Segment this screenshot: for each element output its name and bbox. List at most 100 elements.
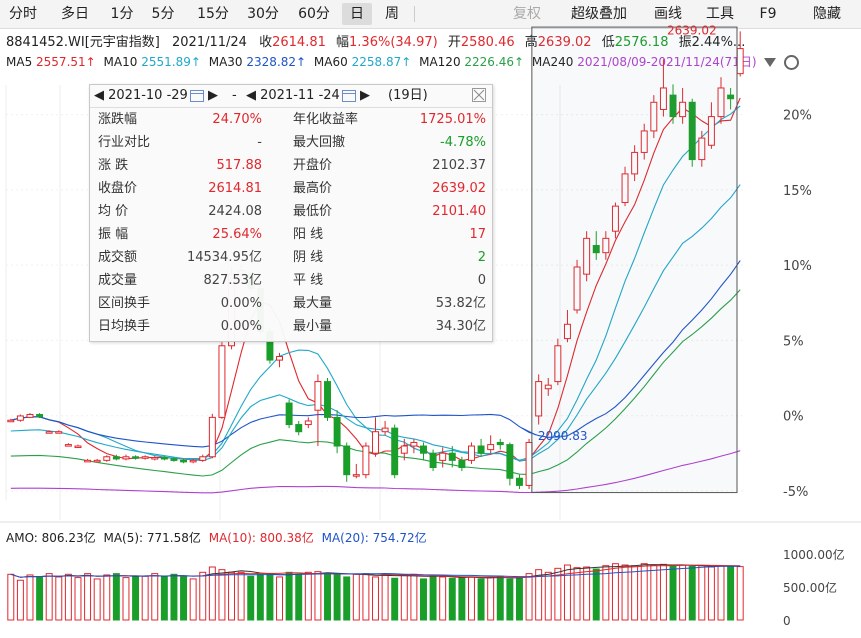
stat-label: 涨 跌 [98, 158, 129, 173]
candle [285, 399, 293, 429]
volume-bar [64, 573, 72, 621]
candle [343, 442, 351, 482]
candle [707, 102, 715, 149]
y-tick-label: 5% [783, 334, 804, 349]
stat-label: 最低价 [293, 204, 333, 219]
prev-date-icon[interactable]: ◀ [94, 88, 104, 103]
amplitude-label: 振 [679, 35, 692, 50]
candle [352, 463, 360, 479]
candle [573, 259, 581, 314]
period-tab-1min[interactable]: 1分 [110, 6, 134, 22]
security-name: 8841452.WI[元宇宙指数] [6, 35, 160, 50]
calendar-icon[interactable] [189, 89, 204, 102]
y-tick-label: 15% [783, 184, 812, 199]
gear-icon[interactable] [784, 55, 800, 70]
candle-body [103, 456, 111, 461]
high-annotation: 2639.02 [667, 23, 717, 37]
hide-button[interactable]: 隐藏 [813, 6, 841, 22]
stat-label: 成交额 [98, 250, 138, 265]
candle-body [420, 445, 427, 454]
period-tab-60min[interactable]: 60分 [298, 6, 330, 22]
calendar-icon[interactable] [341, 89, 356, 102]
volume-bar [611, 563, 619, 621]
candle-body [276, 356, 284, 361]
volume-bar [362, 573, 370, 621]
panel-header: ◀ 2021-10 -29 ▶ - ◀ 2021-11 -24 ▶ (19日) [90, 85, 492, 108]
next-date-icon[interactable]: ▶ [207, 88, 218, 103]
f9-button[interactable]: F9 [759, 6, 777, 22]
stat-value: 827.53亿 [203, 273, 263, 288]
draw-line-button[interactable]: 画线 [654, 6, 682, 22]
volume-bar [112, 573, 120, 621]
volume-bar [324, 573, 331, 621]
tools-button[interactable]: 工具 [706, 6, 734, 22]
period-tab-5min[interactable]: 5分 [151, 6, 175, 22]
volume-bar [84, 573, 92, 621]
volume-bar [631, 565, 639, 621]
candle [93, 458, 101, 463]
change-value: 1.36%(34.97) [349, 35, 438, 50]
candle [679, 87, 687, 124]
volume-bar [458, 577, 466, 621]
candle-body [16, 415, 24, 421]
period-tab-15min[interactable]: 15分 [197, 6, 229, 22]
adjust-button[interactable]: 复权 [513, 6, 541, 22]
stat-value: - [257, 135, 262, 150]
period-tab-day[interactable]: 日 [342, 3, 372, 25]
candle [7, 418, 15, 423]
period-tab-multiday[interactable]: 多日 [61, 6, 89, 22]
stat-value: 0.00% [220, 296, 262, 311]
candle-body [650, 101, 658, 132]
candle-body [592, 245, 600, 254]
volume-bar [45, 573, 53, 621]
end-date-picker[interactable]: ◀ 2021-11 -24 ▶ [246, 87, 370, 105]
candle-body [688, 101, 696, 161]
stat-value: 2 [477, 250, 486, 265]
candle [611, 202, 619, 239]
candle-body [324, 381, 331, 418]
candle-body [218, 345, 226, 418]
period-tab-week[interactable]: 周 [385, 6, 399, 22]
candle-body [573, 266, 581, 311]
stat-label: 最小量 [293, 319, 333, 334]
period-tab-30min[interactable]: 30分 [247, 6, 279, 22]
candle-body [189, 459, 197, 463]
candle [372, 417, 379, 457]
candle-body [132, 456, 140, 459]
close-icon[interactable] [472, 88, 486, 102]
candle [659, 59, 667, 117]
candle [199, 454, 207, 462]
interval-highlight-box[interactable] [531, 26, 738, 494]
prev-date-icon[interactable]: ◀ [246, 88, 256, 103]
volume-bar [669, 565, 677, 621]
candle-body [439, 452, 447, 461]
toolbar-divider [414, 6, 415, 22]
close-label: 收 [259, 35, 273, 50]
candle-body [208, 416, 216, 458]
ma5-value: 2557.51↑ [36, 55, 96, 69]
next-date-icon[interactable]: ▶ [359, 88, 370, 103]
candle [410, 438, 418, 454]
candle [583, 231, 591, 282]
candle [439, 447, 447, 468]
candle-body [429, 452, 437, 469]
volume-bar [170, 573, 178, 621]
candle [26, 413, 34, 419]
ma30-line [10, 260, 741, 448]
stat-value: 1725.01% [419, 112, 486, 127]
ma120-value: 2226.46↑ [464, 55, 525, 69]
stat-label: 区间换手 [98, 296, 151, 311]
volume-bar [659, 563, 667, 621]
stat-value: 14534.95亿 [186, 250, 262, 265]
stats-row: 区间换手 0.00% 最大量 53.82亿 [90, 293, 492, 315]
start-date-picker[interactable]: ◀ 2021-10 -29 ▶ [94, 87, 218, 105]
volume-bar [333, 573, 341, 621]
stats-row: 振 幅 25.64% 阳 线 17 [90, 224, 492, 246]
dropdown-icon[interactable] [764, 58, 777, 67]
super-overlay-button[interactable]: 超级叠加 [571, 6, 627, 22]
candle-body [64, 444, 72, 447]
candle-body [180, 459, 188, 463]
period-tab-intraday[interactable]: 分时 [9, 6, 37, 22]
volume-bar [93, 578, 101, 621]
